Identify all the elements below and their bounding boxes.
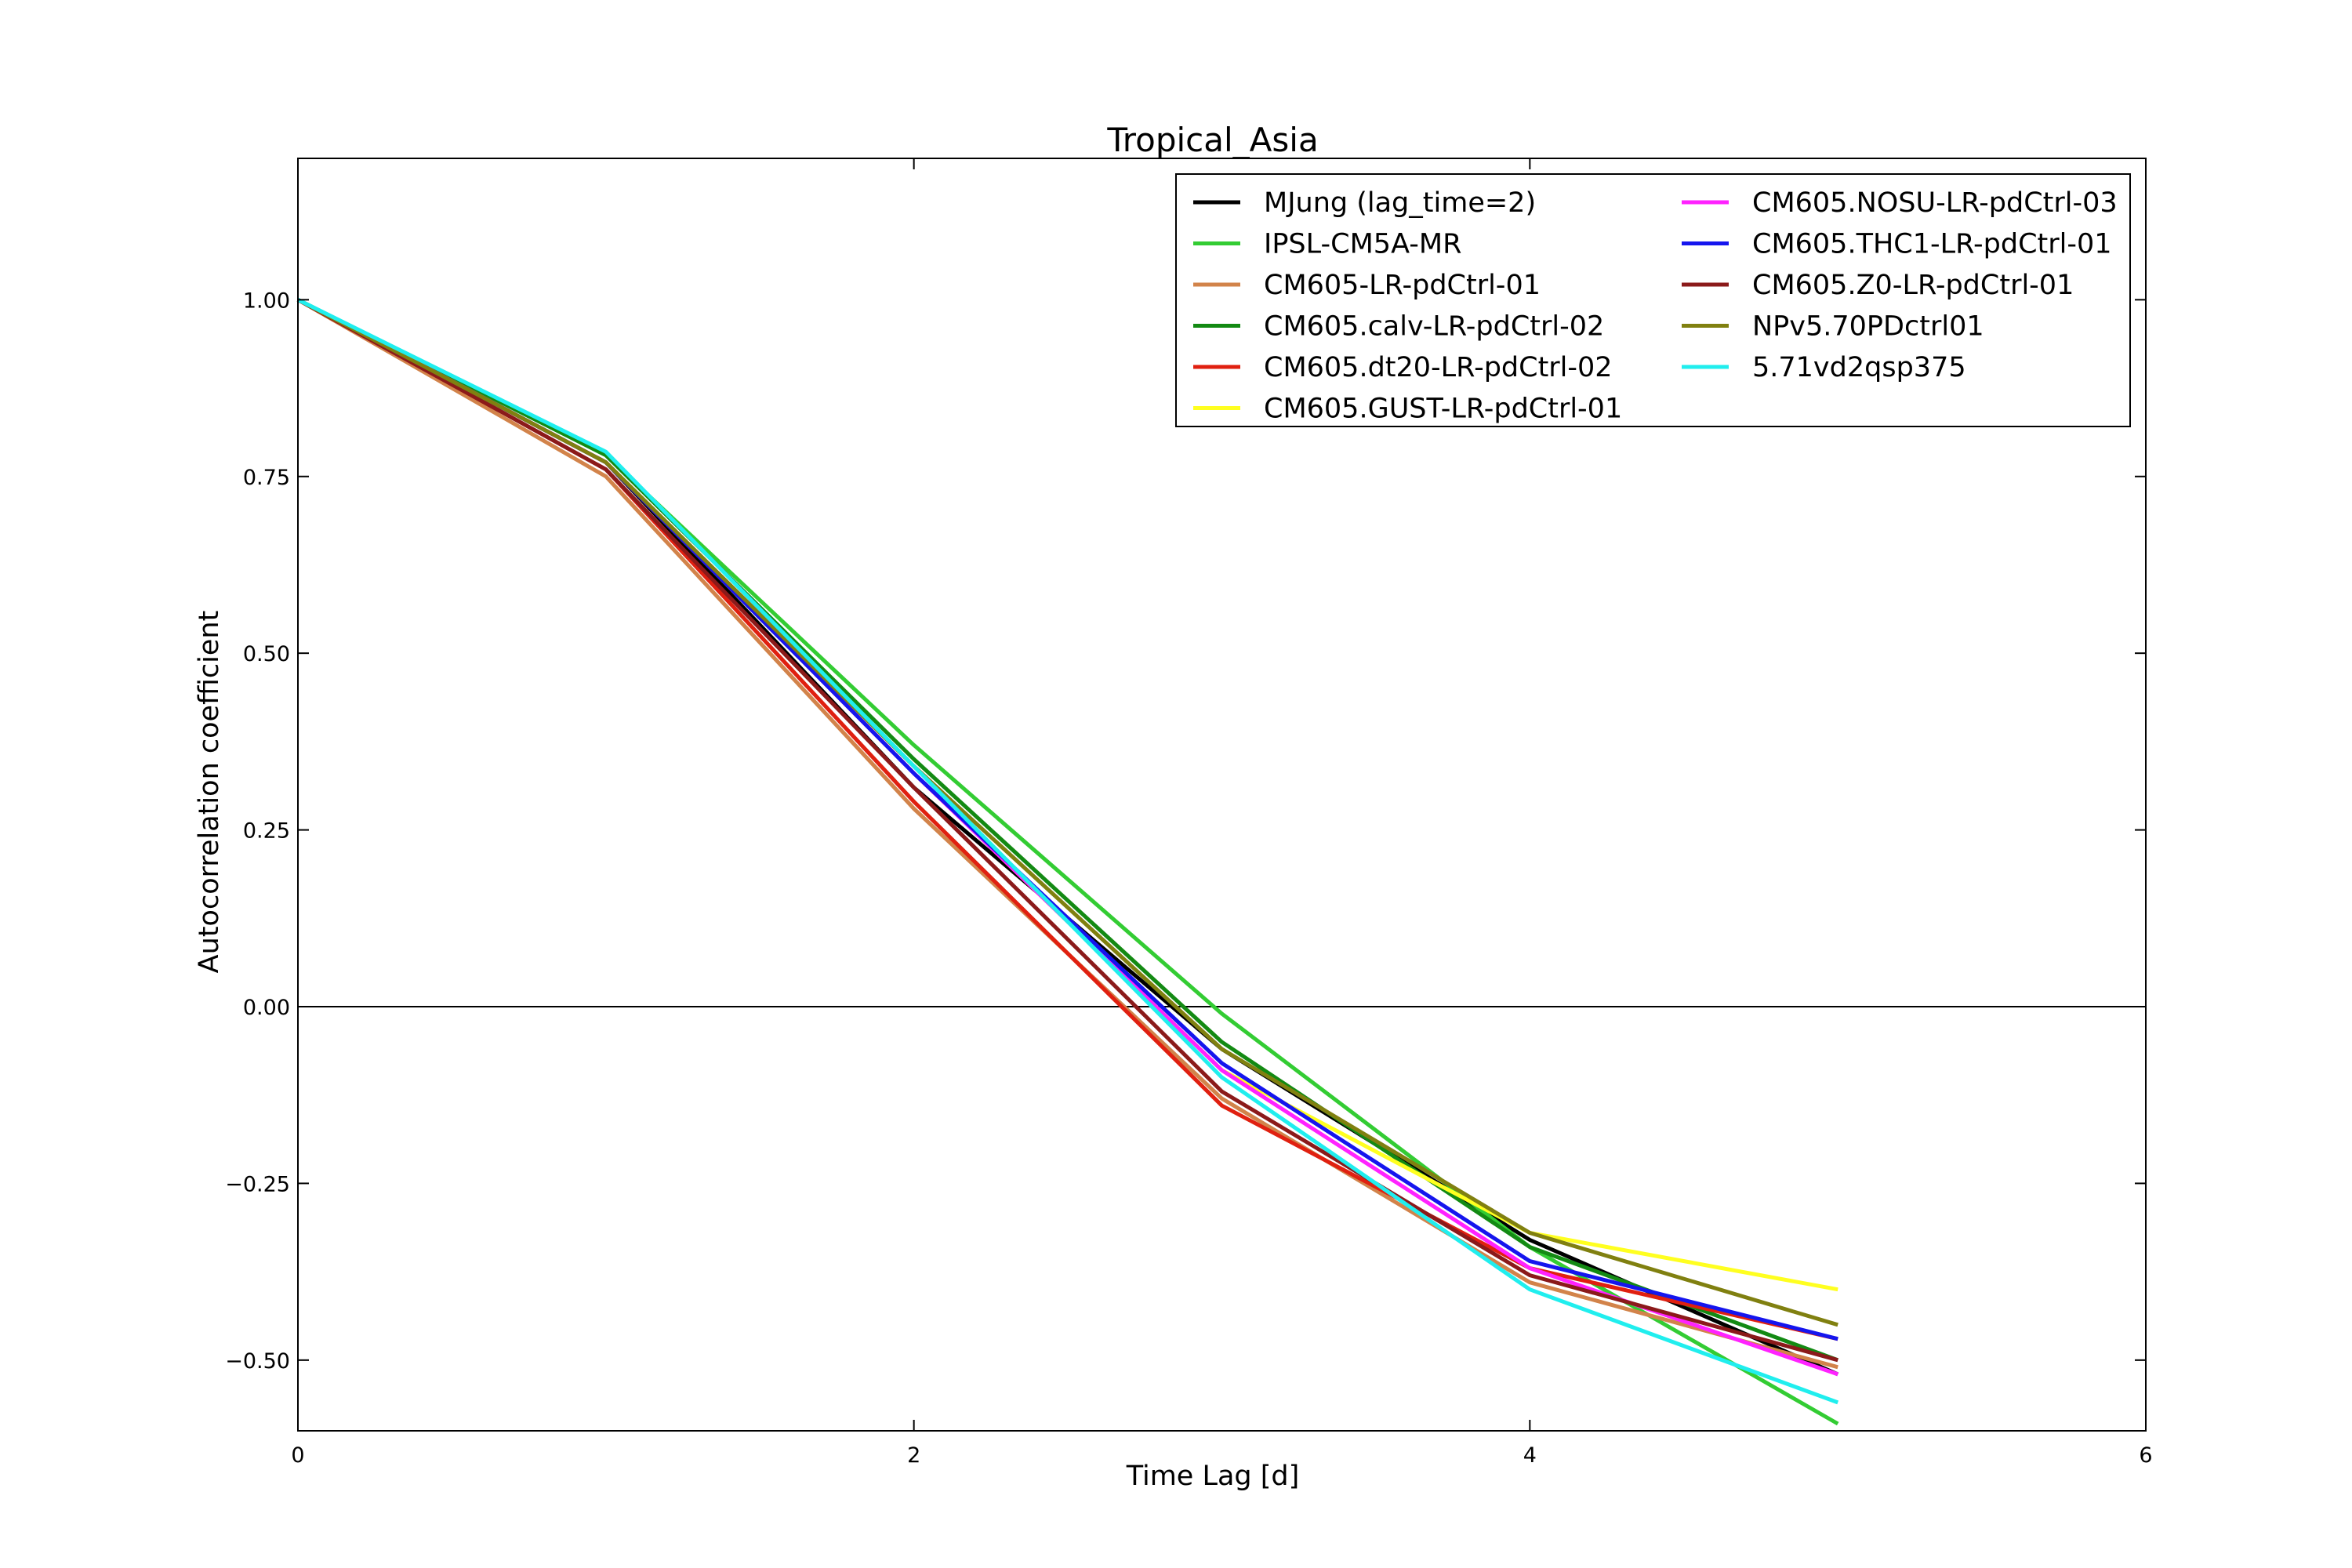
y-tick-label: 0.25 xyxy=(243,819,290,844)
chart-title: Tropical_Asia xyxy=(1106,121,1318,159)
legend-label-3: CM605.calv-LR-pdCtrl-02 xyxy=(1264,311,1604,343)
legend-label-2: CM605-LR-pdCtrl-01 xyxy=(1264,270,1541,301)
legend-label-0: MJung (lag_time=2) xyxy=(1264,187,1536,219)
series-line-8 xyxy=(296,298,1838,1363)
x-tick-label: 2 xyxy=(907,1443,920,1468)
y-tick-label: −0.50 xyxy=(225,1349,290,1374)
series-line-3 xyxy=(296,298,1839,1363)
x-tick-label: 6 xyxy=(2139,1443,2152,1468)
series-line-10 xyxy=(296,298,1839,1405)
series-line-7 xyxy=(296,298,1838,1341)
legend-label-10: 5.71vd2qsp375 xyxy=(1752,352,1966,383)
axis-ticks: 1.00 0.75 0.50 0.25 0.00 −0.25 −0.50 0 2 4 6 xyxy=(225,158,2153,1468)
y-tick-label: −0.25 xyxy=(225,1172,290,1196)
y-tick-label: 0.75 xyxy=(243,466,290,490)
plot-area xyxy=(296,158,2147,1432)
x-tick-label: 4 xyxy=(1523,1443,1537,1468)
legend-label-1: IPSL-CM5A-MR xyxy=(1264,229,1461,260)
legend-label-5: CM605.GUST-LR-pdCtrl-01 xyxy=(1264,394,1622,425)
series-line-4 xyxy=(296,298,1838,1341)
legend: MJung (lag_time=2) IPSL-CM5A-MR CM605-LR-p… xyxy=(1175,173,2131,427)
x-tick-label: 0 xyxy=(291,1443,304,1468)
y-tick-label: 0.50 xyxy=(243,642,290,666)
x-axis-label: Time Lag [d] xyxy=(1126,1461,1300,1492)
legend-label-6: CM605.NOSU-LR-pdCtrl-03 xyxy=(1752,187,2118,219)
y-axis-label: Autocorrelation coefficient xyxy=(194,611,225,974)
legend-label-7: CM605.THC1-LR-pdCtrl-01 xyxy=(1752,229,2112,260)
legend-box xyxy=(1175,173,2131,427)
series-line-5 xyxy=(296,298,1838,1292)
plot-frame xyxy=(297,158,2147,1432)
legend-label-8: CM605.Z0-LR-pdCtrl-01 xyxy=(1752,270,2074,301)
legend-label-9: NPv5.70PDctrl01 xyxy=(1752,311,1984,343)
series-line-6 xyxy=(296,298,1839,1377)
series-line-0 xyxy=(296,298,1839,1377)
y-tick-label: 1.00 xyxy=(243,289,290,313)
series-line-2 xyxy=(296,298,1838,1370)
legend-label-4: CM605.dt20-LR-pdCtrl-02 xyxy=(1264,352,1613,383)
y-tick-label: 0.00 xyxy=(243,996,290,1020)
series-line-9 xyxy=(296,298,1838,1327)
